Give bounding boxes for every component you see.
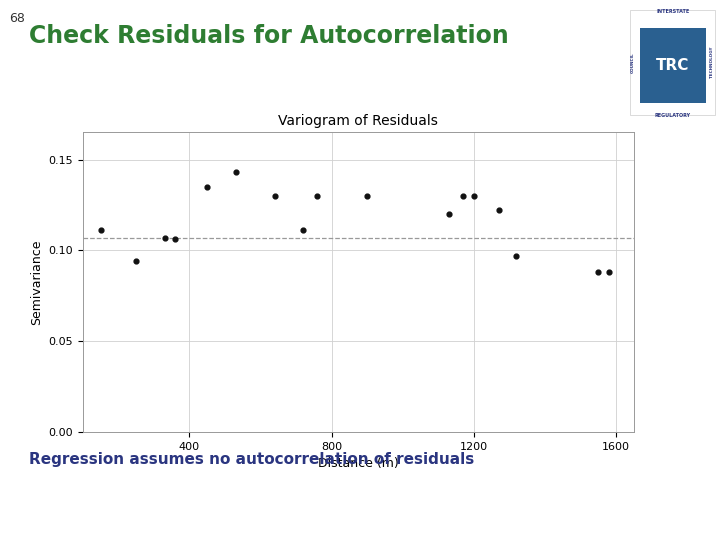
Point: [312, 192, 323, 200]
Point: [492, 206, 504, 215]
Bar: [640, 28, 706, 103]
Point: [230, 168, 241, 177]
Bar: [631, 10, 715, 115]
Point: [130, 257, 142, 266]
Text: TECHNOLOGY: TECHNOLOGY: [711, 47, 714, 78]
Point: [457, 192, 469, 200]
Text: Check Residuals for Autocorrelation: Check Residuals for Autocorrelation: [29, 24, 508, 48]
X-axis label: Distance (m): Distance (m): [318, 457, 399, 470]
Point: [202, 183, 213, 191]
Point: [468, 192, 480, 200]
Text: COUNCIL: COUNCIL: [631, 52, 635, 73]
Point: [510, 252, 522, 260]
Text: 68: 68: [9, 12, 24, 25]
Point: [269, 192, 281, 200]
Title: Variogram of Residuals: Variogram of Residuals: [278, 114, 438, 129]
Text: Regression assumes no autocorrelation of residuals: Regression assumes no autocorrelation of…: [29, 452, 474, 467]
Point: [443, 210, 454, 218]
Y-axis label: Semivariance: Semivariance: [30, 239, 43, 325]
Text: INTERSTATE: INTERSTATE: [656, 9, 690, 14]
Point: [95, 226, 107, 235]
Point: [297, 226, 309, 235]
Point: [159, 233, 171, 242]
Point: [361, 192, 373, 200]
Point: [603, 268, 614, 276]
Point: [169, 235, 181, 244]
Text: TRC: TRC: [656, 58, 690, 73]
Point: [593, 268, 604, 276]
Text: REGULATORY: REGULATORY: [654, 113, 691, 118]
